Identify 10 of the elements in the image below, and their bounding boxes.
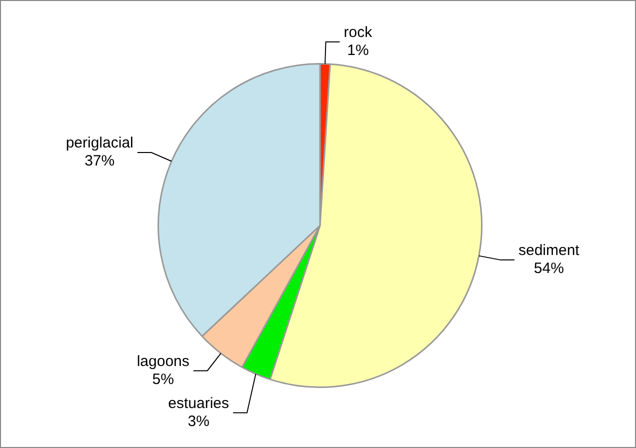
data-label: 37% [84, 152, 115, 170]
data-label: 1% [347, 42, 369, 59]
data-label: 5% [152, 370, 174, 388]
data-label: 54% [534, 260, 564, 278]
slice-label: lagoons [136, 352, 190, 370]
slice-label: rock [344, 24, 373, 41]
slice-label: sediment [518, 242, 580, 260]
slice-label: estuaries [168, 394, 230, 412]
data-label: 3% [188, 412, 210, 430]
slice-label: periglacial [66, 134, 134, 152]
